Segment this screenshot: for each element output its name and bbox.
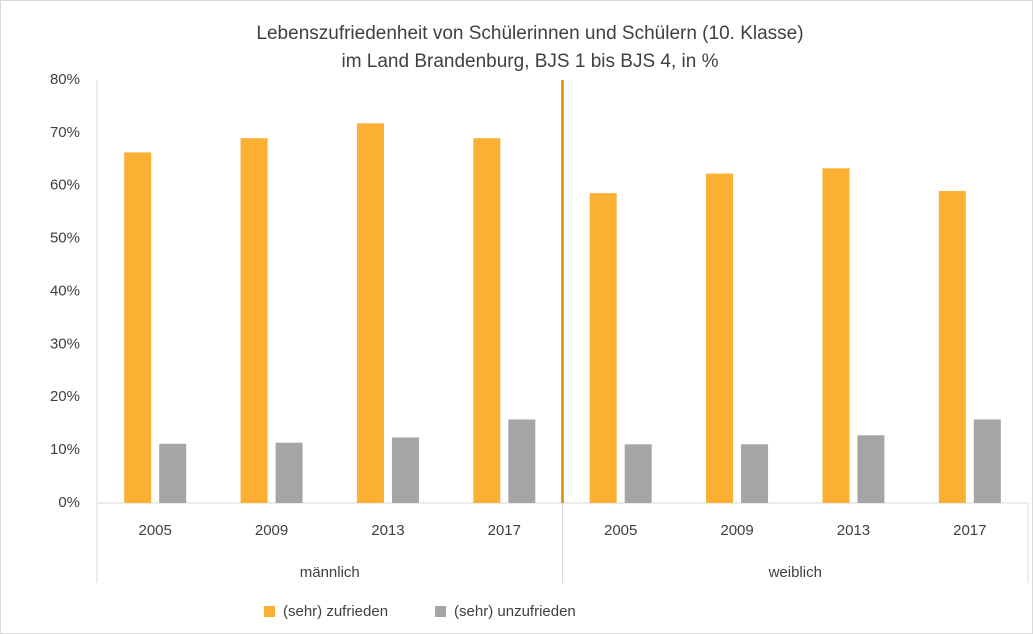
y-tick-label: 60% [50,177,80,194]
bar [741,444,769,503]
bar [822,168,850,503]
bar [706,173,734,503]
bar [356,123,384,504]
y-tick-label: 10% [50,441,80,458]
x-tick-label: 2017 [953,522,986,539]
legend-swatch [435,606,447,617]
bar [624,444,652,503]
group-label: männlich [300,564,360,581]
bar [159,443,187,503]
x-tick-label: 2009 [720,522,753,539]
y-tick-label: 70% [50,124,80,141]
y-tick-label: 50% [50,230,80,247]
y-tick-label: 20% [50,388,80,405]
bar [589,193,617,503]
x-tick-label: 2017 [488,522,521,539]
bar [473,138,501,503]
x-tick-label: 2013 [371,522,404,539]
legend-swatch [264,606,275,617]
group-label: weiblich [768,564,822,581]
bar [391,437,419,503]
y-tick-label: 40% [50,282,80,299]
x-tick-label: 2005 [139,522,172,539]
legend-label: (sehr) zufrieden [283,603,388,620]
y-tick-label: 80% [50,71,80,88]
x-tick-label: 2009 [255,522,288,539]
bar [508,419,536,503]
x-tick-label: 2013 [837,522,870,539]
bar [973,419,1001,503]
bar [857,435,885,503]
bar [240,138,268,503]
chart-title: Lebenszufriedenheit von Schülerinnen und… [256,23,804,72]
x-tick-label: 2005 [604,522,637,539]
bar [124,152,152,503]
y-tick-label: 0% [58,494,80,511]
bar [938,191,966,503]
legend-label: (sehr) unzufrieden [454,603,576,620]
y-tick-label: 30% [50,335,80,352]
bar [275,442,303,503]
